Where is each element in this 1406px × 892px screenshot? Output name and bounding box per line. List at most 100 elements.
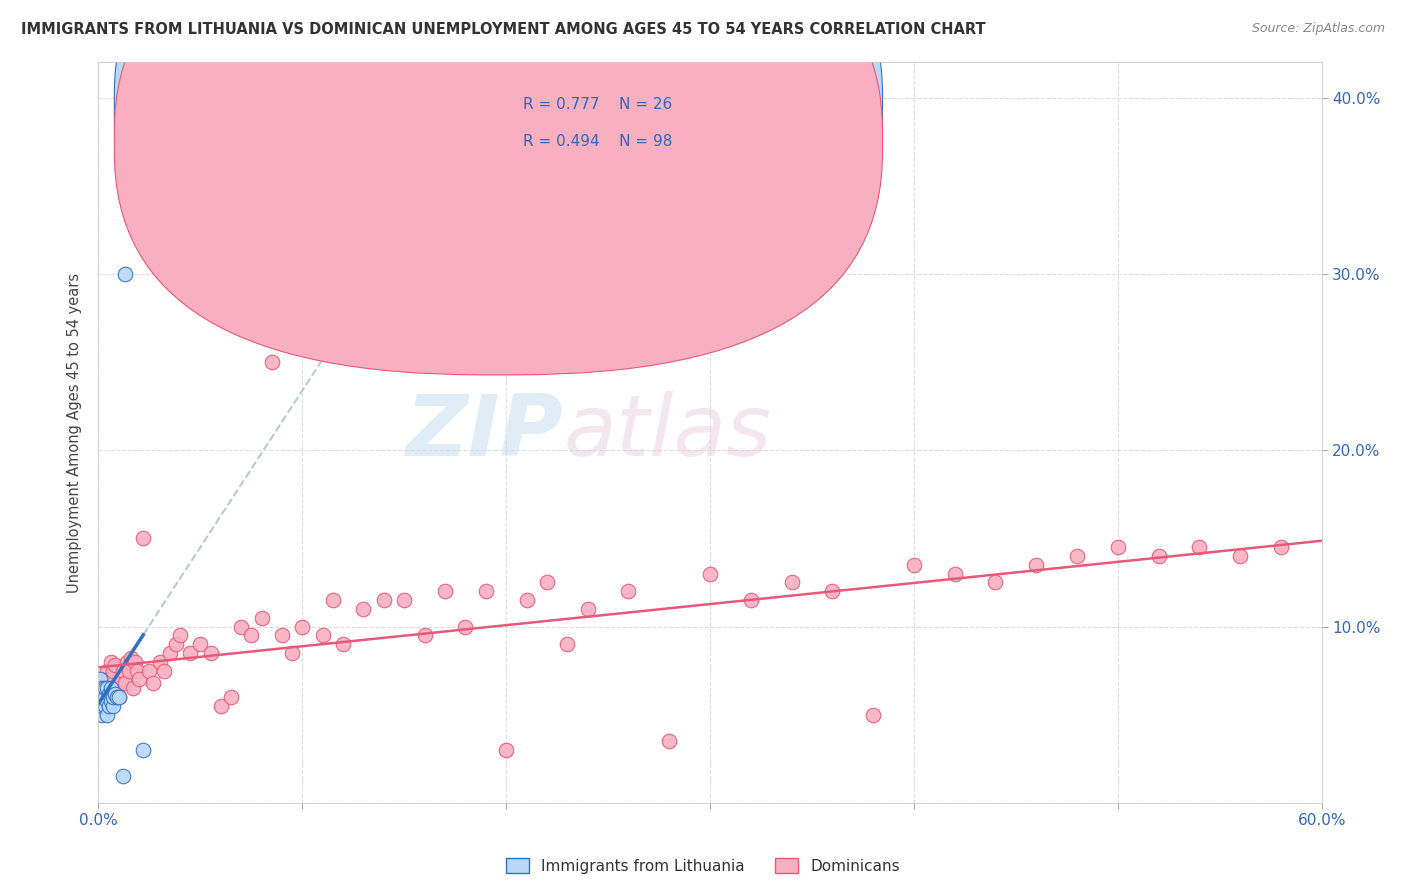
Point — [132, 532, 155, 546]
Point — [555, 637, 579, 651]
Point — [332, 637, 354, 651]
Point — [352, 602, 374, 616]
Point — [114, 676, 136, 690]
Text: R = 0.777    N = 26: R = 0.777 N = 26 — [523, 97, 672, 112]
Point — [169, 628, 191, 642]
Point — [105, 690, 128, 704]
Point — [1107, 540, 1129, 554]
Point — [89, 690, 111, 704]
Point — [97, 698, 120, 713]
Point — [260, 355, 283, 369]
Point — [127, 664, 149, 678]
Point — [89, 681, 111, 696]
Text: R = 0.494    N = 98: R = 0.494 N = 98 — [523, 134, 672, 149]
FancyBboxPatch shape — [114, 0, 883, 338]
Point — [495, 743, 517, 757]
Point — [100, 655, 122, 669]
Point — [93, 681, 115, 696]
Point — [128, 673, 150, 687]
Point — [312, 628, 335, 642]
Point — [118, 664, 141, 678]
Point — [111, 664, 134, 678]
Point — [138, 664, 160, 678]
Point — [179, 646, 201, 660]
Point — [101, 673, 124, 687]
Point — [93, 681, 115, 696]
Point — [110, 673, 132, 687]
Point — [454, 619, 477, 633]
Point — [105, 681, 128, 696]
Point — [132, 743, 155, 757]
Point — [104, 658, 127, 673]
Point — [108, 690, 131, 704]
Point — [576, 602, 599, 616]
Point — [219, 690, 242, 704]
Point — [114, 267, 136, 281]
Point — [240, 628, 263, 642]
Point — [122, 681, 145, 696]
Point — [536, 575, 558, 590]
Point — [200, 646, 222, 660]
Point — [250, 610, 273, 624]
Point — [96, 664, 118, 678]
Point — [89, 681, 111, 696]
Point — [97, 693, 120, 707]
Point — [780, 575, 803, 590]
Point — [101, 698, 124, 713]
FancyBboxPatch shape — [114, 0, 883, 375]
Point — [821, 584, 844, 599]
Point — [617, 584, 640, 599]
Point — [101, 690, 124, 704]
Point — [231, 619, 253, 633]
Legend: Immigrants from Lithuania, Dominicans: Immigrants from Lithuania, Dominicans — [501, 852, 905, 880]
Point — [108, 690, 131, 704]
Point — [89, 673, 111, 687]
Point — [104, 686, 127, 700]
Point — [101, 664, 124, 678]
Point — [96, 690, 118, 704]
Point — [91, 681, 114, 696]
Point — [120, 651, 142, 665]
Point — [1188, 540, 1211, 554]
Point — [100, 693, 122, 707]
Point — [96, 681, 118, 696]
Point — [93, 690, 115, 704]
Point — [903, 558, 925, 572]
Point — [89, 698, 111, 713]
Point — [1270, 540, 1292, 554]
Text: atlas: atlas — [564, 391, 772, 475]
Point — [124, 655, 146, 669]
Point — [1066, 549, 1088, 563]
Point — [281, 646, 304, 660]
Point — [984, 575, 1007, 590]
Text: ZIP: ZIP — [405, 391, 564, 475]
Point — [943, 566, 966, 581]
Point — [413, 628, 436, 642]
Point — [209, 698, 232, 713]
Point — [270, 628, 294, 642]
Point — [142, 676, 165, 690]
Point — [91, 693, 114, 707]
Point — [100, 681, 122, 696]
Point — [91, 707, 114, 722]
Point — [159, 646, 181, 660]
Point — [322, 593, 344, 607]
Point — [392, 593, 416, 607]
Point — [1229, 549, 1251, 563]
Point — [373, 593, 395, 607]
Point — [89, 690, 111, 704]
Point — [188, 637, 212, 651]
Y-axis label: Unemployment Among Ages 45 to 54 years: Unemployment Among Ages 45 to 54 years — [67, 273, 83, 592]
Point — [91, 690, 114, 704]
Point — [96, 707, 118, 722]
Point — [152, 664, 174, 678]
Point — [97, 686, 120, 700]
Point — [91, 698, 114, 713]
Point — [474, 584, 498, 599]
Point — [111, 769, 134, 783]
Point — [149, 655, 172, 669]
FancyBboxPatch shape — [471, 81, 765, 166]
Point — [115, 655, 138, 669]
Point — [91, 673, 114, 687]
Point — [96, 693, 118, 707]
